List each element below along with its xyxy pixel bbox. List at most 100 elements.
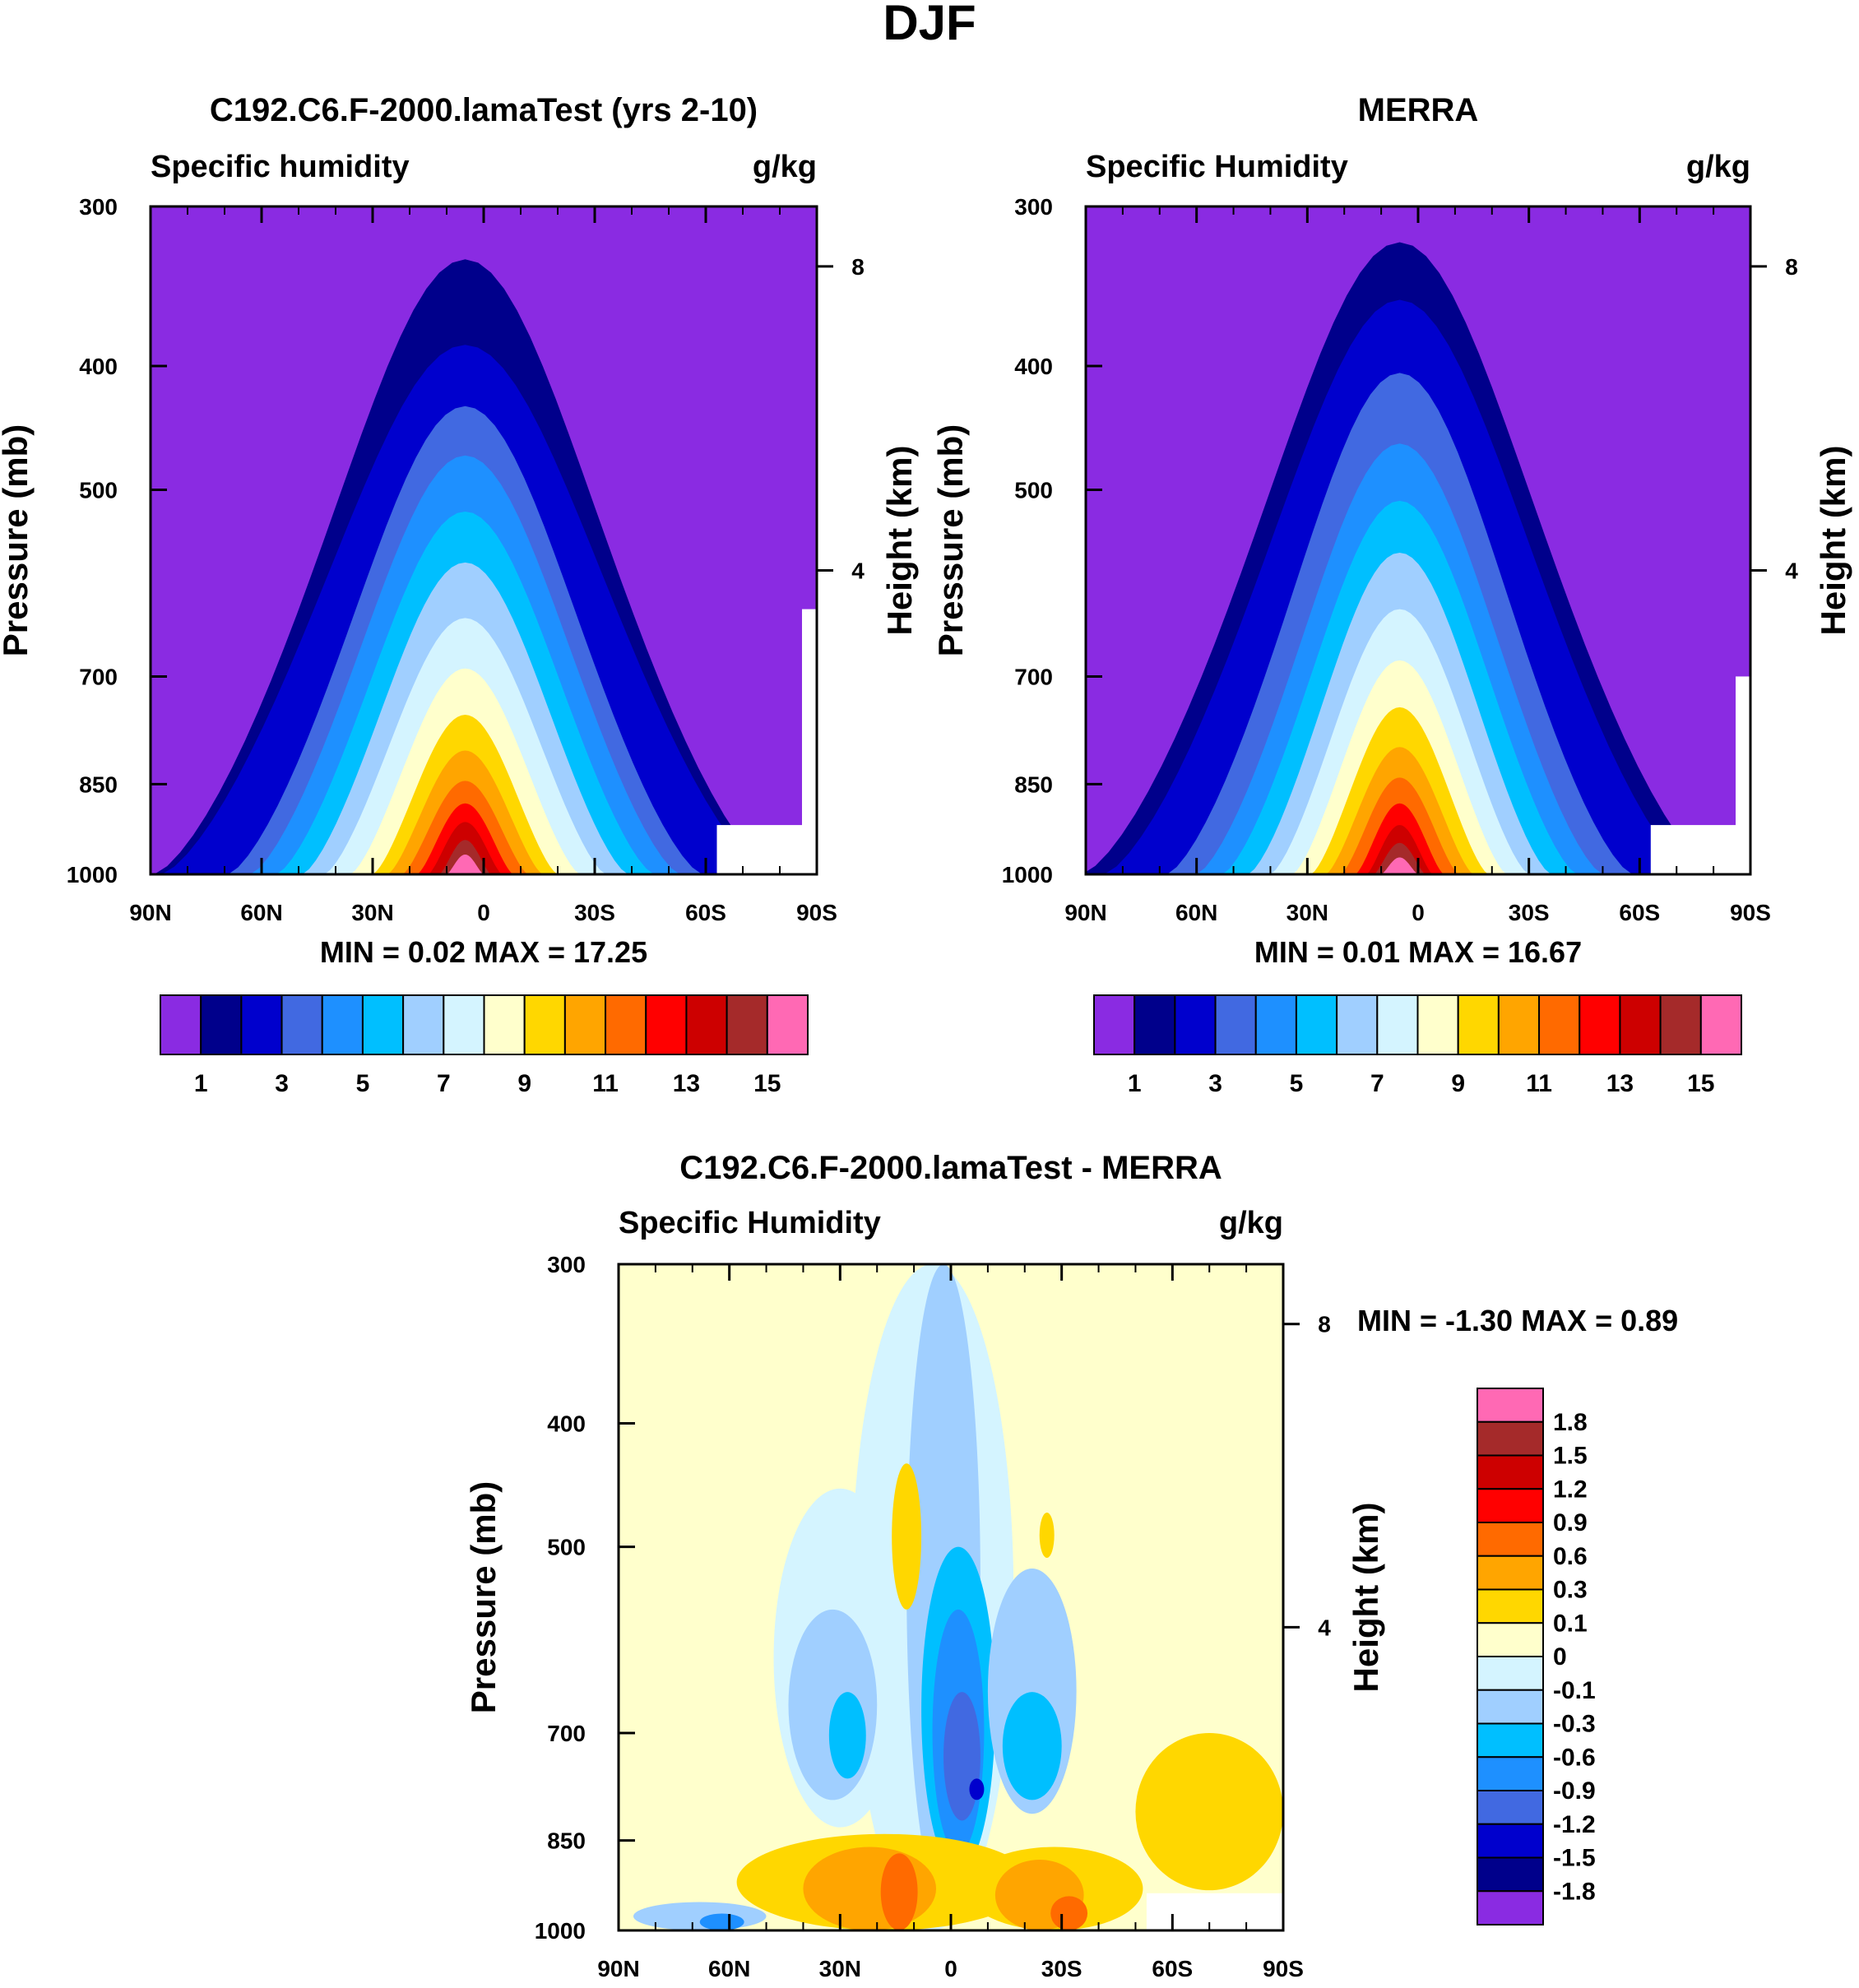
panel-title: C192.C6.F-2000.lamaTest - MERRA — [679, 1150, 1222, 1186]
colorbar-label: 1 — [194, 1070, 208, 1097]
colorbar-swatch — [1477, 1420, 1544, 1457]
variable-label: Specific humidity — [151, 150, 410, 184]
field-contours — [619, 1264, 1283, 1930]
colorbar-swatch — [1174, 994, 1217, 1055]
colorbar-swatch — [1477, 1588, 1544, 1624]
x-tick-label: 30N — [1286, 900, 1328, 925]
colorbar-label: 15 — [1687, 1070, 1714, 1097]
colorbar-swatch — [523, 994, 566, 1055]
height-axis-label: Height (km) — [880, 446, 919, 636]
x-tick-label: 90S — [1263, 1956, 1304, 1981]
x-tick-label: 90N — [129, 900, 171, 925]
colorbar-swatch — [685, 994, 728, 1055]
height-tick-label: 4 — [1785, 558, 1798, 583]
colorbar-label: 3 — [275, 1070, 289, 1097]
colorbar-label: 0.6 — [1553, 1543, 1588, 1570]
units-label: g/kg — [1219, 1206, 1283, 1240]
colorbar-label: 0.3 — [1553, 1577, 1588, 1604]
colorbar-swatch — [1538, 994, 1581, 1055]
colorbar-label: 15 — [753, 1070, 781, 1097]
x-tick-label: 30N — [819, 1956, 861, 1981]
colorbar-label: -1.8 — [1553, 1878, 1596, 1905]
colorbar-label: 3 — [1208, 1070, 1222, 1097]
x-tick-label: 30S — [1509, 900, 1550, 925]
min-max-stats: MIN = -1.30 MAX = 0.89 — [1357, 1304, 1678, 1337]
y-axis-label: Pressure (mb) — [0, 424, 35, 656]
contour-level-15 — [447, 855, 484, 874]
x-tick-label: 0 — [477, 900, 490, 925]
panel-title: C192.C6.F-2000.lamaTest (yrs 2-10) — [210, 92, 758, 128]
y-tick-label: 850 — [1014, 772, 1053, 797]
colorbar-label: 5 — [1290, 1070, 1304, 1097]
x-tick-label: 60N — [240, 900, 282, 925]
colorbar-swatch — [1457, 994, 1500, 1055]
x-tick-label: 90S — [1730, 900, 1771, 925]
colorbar-swatch — [563, 994, 607, 1055]
x-tick-label: 30S — [574, 900, 615, 925]
terrain-mask — [716, 825, 817, 874]
colorbar-swatch — [443, 994, 485, 1055]
y-tick-label: 700 — [547, 1721, 586, 1746]
colorbar-swatch — [200, 994, 243, 1055]
colorbar-label: 13 — [1606, 1070, 1634, 1097]
colorbar-label: 11 — [592, 1070, 619, 1097]
colorbar-swatch — [1477, 1522, 1544, 1557]
colorbar-swatch — [1093, 994, 1136, 1055]
colorbar-label: 1.2 — [1553, 1476, 1588, 1503]
height-tick-label: 8 — [851, 254, 865, 280]
contour-level--0.6 — [828, 1692, 866, 1779]
y-tick-label: 400 — [79, 354, 118, 379]
height-tick-label: 8 — [1318, 1312, 1331, 1337]
colorbar-swatch — [280, 994, 323, 1055]
x-tick-label: 90N — [597, 1956, 639, 1981]
x-tick-label: 0 — [1412, 900, 1425, 925]
colorbar-swatch — [1477, 1890, 1544, 1925]
colorbar-swatch — [1699, 994, 1742, 1055]
min-max-stats: MIN = 0.02 MAX = 17.25 — [320, 935, 647, 969]
terrain-mask-pole — [802, 609, 817, 874]
variable-label: Specific Humidity — [619, 1206, 881, 1240]
colorbar-label: -0.3 — [1553, 1711, 1596, 1738]
panel-title: MERRA — [1358, 92, 1479, 128]
panel-merra: MERRA Specific Humidity g/kg 90N 60N 30N 0 30S 6… — [931, 92, 1852, 1097]
colorbar-swatch — [645, 994, 688, 1055]
x-tick-label: 60S — [1152, 1956, 1193, 1981]
height-tick-label: 4 — [1318, 1615, 1331, 1640]
colorbar-label: 11 — [1526, 1070, 1552, 1097]
colorbar-swatch — [1477, 1722, 1544, 1759]
y-tick-label: 500 — [1014, 478, 1053, 503]
colorbar-label: 0.1 — [1553, 1610, 1588, 1637]
colorbar-swatch — [361, 994, 405, 1055]
colorbar-swatch — [1376, 994, 1419, 1055]
variable-label: Specific Humidity — [1086, 150, 1348, 184]
contour-level-0.1 — [1039, 1513, 1055, 1558]
colorbar-swatch — [1416, 994, 1459, 1055]
colorbar-swatch — [726, 994, 768, 1055]
colorbar-swatch — [1477, 1656, 1544, 1691]
x-tick-label: 90N — [1064, 900, 1106, 925]
y-tick-label: 500 — [547, 1535, 586, 1560]
x-tick-label: 90S — [796, 900, 837, 925]
terrain-mask-pole — [1736, 676, 1750, 874]
contour-level--0.3 — [788, 1609, 878, 1800]
colorbar-swatch — [1497, 994, 1541, 1055]
colorbar-label: 9 — [1451, 1070, 1465, 1097]
contour-level-0.6 — [1050, 1896, 1088, 1930]
colorbar-swatch — [1477, 1622, 1544, 1657]
panel-model: C192.C6.F-2000.lamaTest (yrs 2-10) Specif… — [0, 92, 919, 1097]
colorbar-swatch — [1477, 1454, 1544, 1490]
colorbar-label: 5 — [356, 1070, 370, 1097]
colorbar-swatch — [1477, 1756, 1544, 1791]
x-tick-label: 30N — [351, 900, 393, 925]
colorbar-label: -0.6 — [1553, 1744, 1596, 1771]
colorbar-label: 0.9 — [1553, 1509, 1588, 1536]
colorbar-swatch — [1659, 994, 1702, 1055]
x-tick-label: 30S — [1041, 1956, 1082, 1981]
colorbar-swatch — [605, 994, 647, 1055]
contour-level--0.3 — [633, 1902, 767, 1930]
y-tick-label: 500 — [79, 478, 118, 503]
colorbar-label: 1.5 — [1553, 1443, 1588, 1470]
y-tick-label: 300 — [547, 1252, 586, 1277]
height-axis-label: Height (km) — [1814, 446, 1852, 636]
terrain-mask — [1146, 1893, 1283, 1930]
